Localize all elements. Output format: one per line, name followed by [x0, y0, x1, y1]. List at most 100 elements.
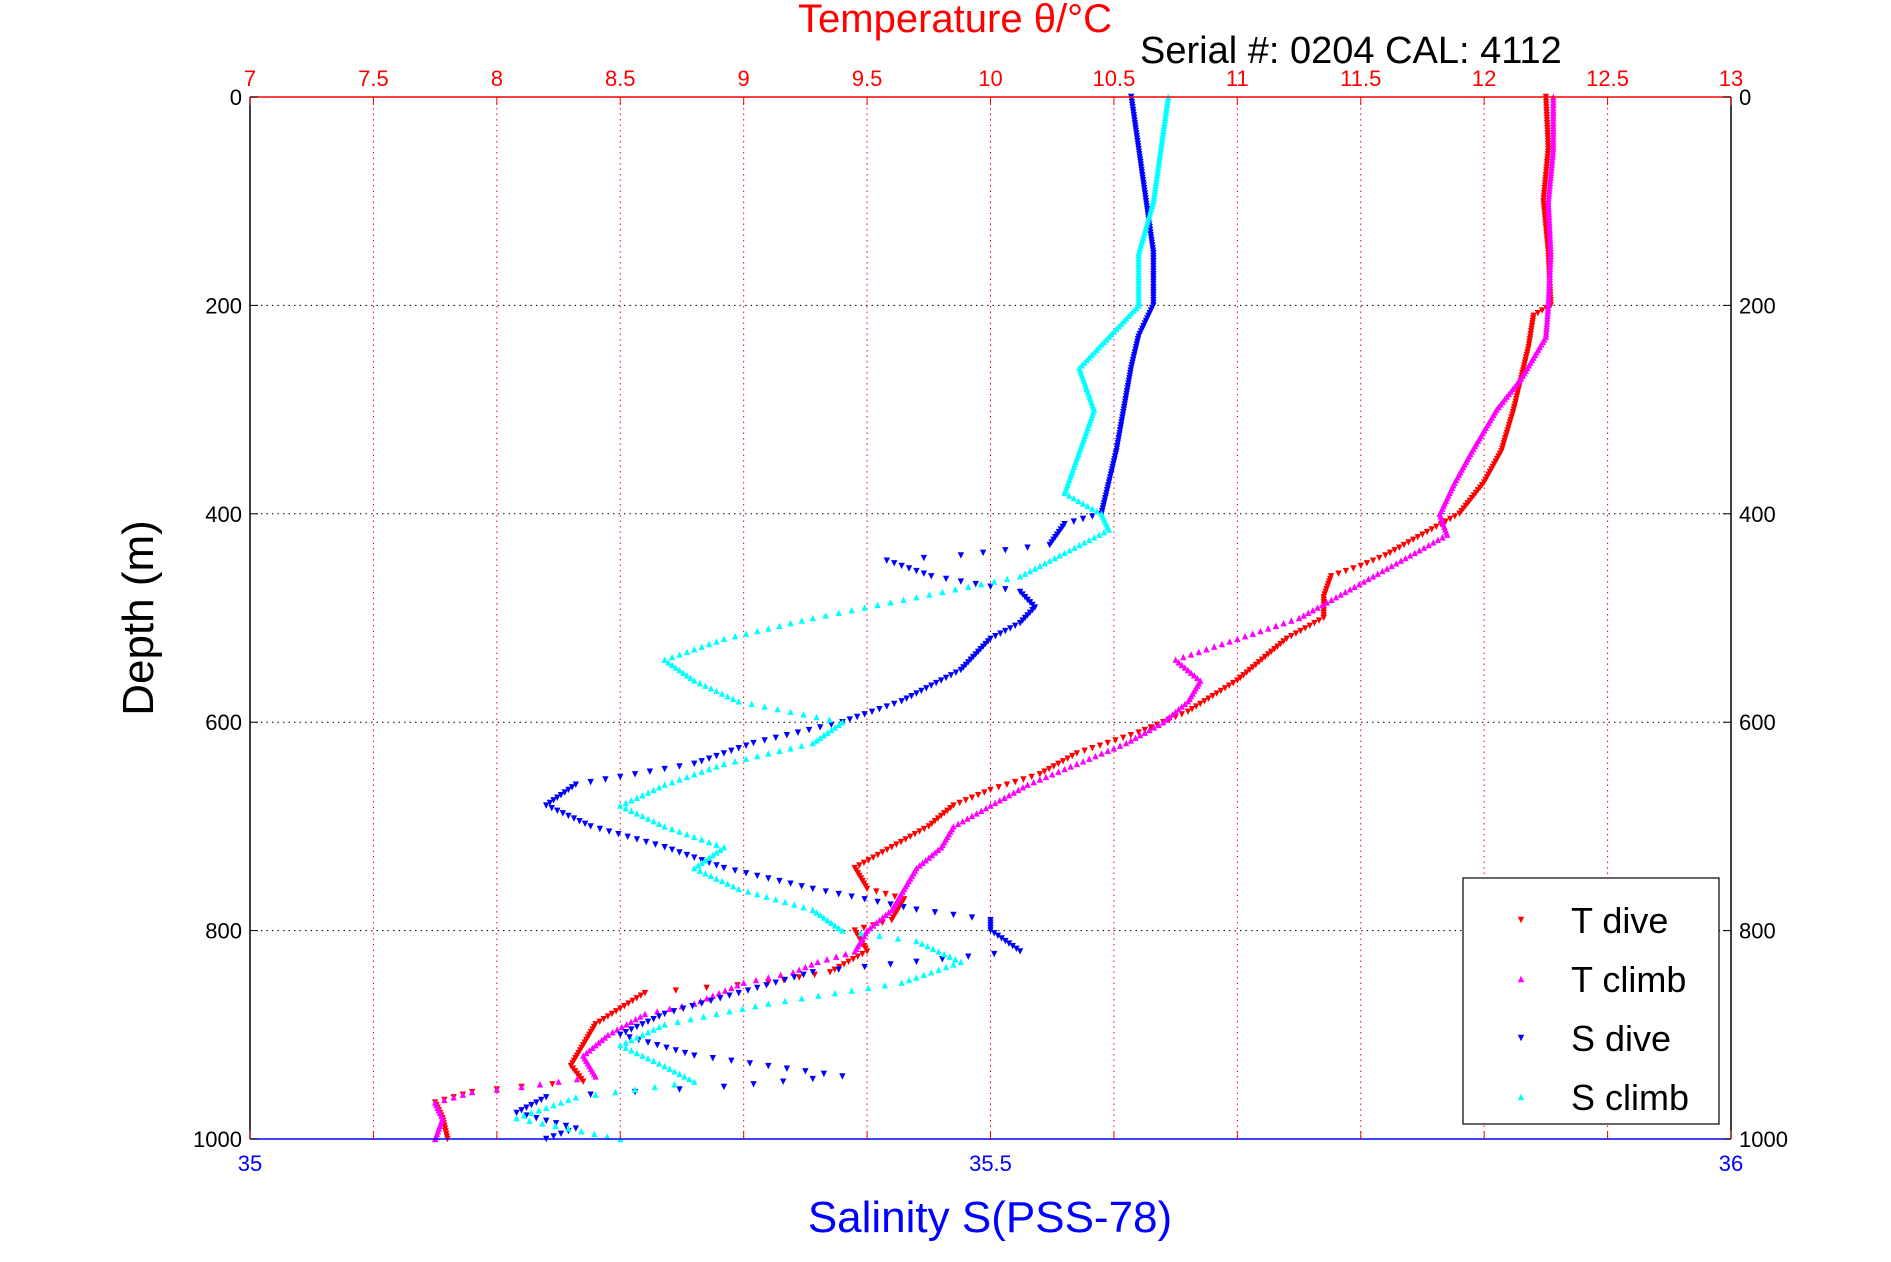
- data-point: [1420, 544, 1428, 551]
- data-point: [992, 633, 999, 640]
- data-point: [861, 711, 868, 718]
- data-point: [1026, 567, 1034, 575]
- data-point: [637, 1013, 644, 1020]
- data-point: [1146, 726, 1153, 734]
- data-point: [978, 807, 985, 814]
- data-point: [586, 1047, 593, 1054]
- data-point: [572, 1094, 580, 1101]
- data-point: [580, 1078, 587, 1085]
- data-point: [1092, 752, 1099, 760]
- data-point: [897, 838, 905, 846]
- data-point: [942, 963, 950, 971]
- data-point: [887, 599, 894, 606]
- data-point: [676, 828, 683, 835]
- data-point: [1159, 135, 1166, 142]
- data-point: [845, 958, 852, 966]
- data-point: [1369, 557, 1377, 564]
- data-point: [822, 612, 829, 619]
- data-point: [916, 828, 923, 835]
- data-point: [707, 685, 715, 692]
- depth-tick-label-right: 400: [1739, 502, 1776, 527]
- data-point: [1005, 940, 1013, 947]
- data-point: [1079, 515, 1087, 523]
- data-point: [820, 732, 828, 739]
- data-point: [1156, 153, 1163, 161]
- data-point: [1089, 745, 1096, 752]
- data-point: [724, 692, 731, 700]
- data-point: [617, 773, 624, 781]
- data-point: [1159, 130, 1167, 137]
- data-point: [681, 1073, 688, 1080]
- data-point: [1184, 698, 1192, 705]
- data-point: [621, 1002, 628, 1010]
- data-point: [913, 906, 920, 913]
- data-point: [962, 797, 970, 804]
- data-point: [557, 791, 565, 799]
- data-point: [617, 1031, 624, 1038]
- data-point: [1391, 547, 1398, 554]
- data-point: [672, 1047, 679, 1054]
- data-point: [1184, 666, 1192, 674]
- data-point: [1007, 625, 1014, 632]
- data-point: [995, 784, 1002, 791]
- data-point: [1036, 562, 1044, 570]
- data-point: [920, 554, 928, 562]
- data-point: [1451, 513, 1459, 520]
- data-point: [1443, 531, 1451, 538]
- data-point: [809, 739, 816, 747]
- data-point: [740, 979, 747, 986]
- data-point: [572, 781, 580, 788]
- depth-tick-label-left: 800: [205, 919, 242, 944]
- data-point: [809, 906, 816, 913]
- data-point: [728, 747, 735, 755]
- data-point: [650, 786, 657, 794]
- data-point: [1156, 156, 1163, 163]
- depth-tick-label-left: 600: [205, 710, 242, 735]
- data-point: [655, 784, 663, 791]
- data-point: [1127, 737, 1135, 744]
- data-point: [633, 794, 641, 801]
- data-point: [543, 1094, 550, 1101]
- data-point: [1095, 531, 1103, 538]
- data-point: [1396, 544, 1403, 551]
- data-point: [779, 1078, 787, 1085]
- data-point: [1297, 627, 1304, 635]
- data-point: [891, 560, 898, 567]
- data-point: [816, 724, 824, 731]
- data-point: [800, 971, 807, 979]
- legend-box: [1462, 877, 1720, 1125]
- data-point: [1374, 570, 1381, 577]
- data-point: [1280, 638, 1287, 645]
- data-point: [1434, 536, 1442, 544]
- data-point: [920, 825, 928, 833]
- data-point: [1081, 539, 1088, 546]
- data-point: [651, 1083, 659, 1091]
- data-point: [1123, 739, 1130, 747]
- data-point: [1383, 565, 1391, 572]
- data-point: [956, 799, 963, 807]
- data-point: [705, 755, 713, 762]
- data-point: [1104, 747, 1111, 755]
- data-point: [1180, 653, 1187, 661]
- data-point: [641, 989, 649, 997]
- data-point: [523, 1112, 530, 1119]
- data-point: [1024, 544, 1031, 551]
- data-point: [1155, 158, 1163, 166]
- data-point: [1155, 164, 1162, 171]
- data-point: [925, 823, 932, 830]
- data-point: [1178, 711, 1185, 718]
- data-point: [931, 909, 939, 916]
- data-point: [543, 1104, 550, 1111]
- data-point: [1157, 145, 1165, 153]
- data-point: [691, 854, 698, 861]
- data-point: [787, 880, 794, 887]
- data-point: [781, 997, 789, 1005]
- data-point: [663, 1044, 670, 1052]
- data-point: [687, 1015, 694, 1023]
- data-point: [772, 896, 779, 903]
- data-point: [652, 841, 659, 848]
- data-point: [835, 890, 842, 898]
- data-point: [1175, 705, 1182, 713]
- data-point: [631, 1086, 639, 1093]
- data-point: [683, 648, 691, 656]
